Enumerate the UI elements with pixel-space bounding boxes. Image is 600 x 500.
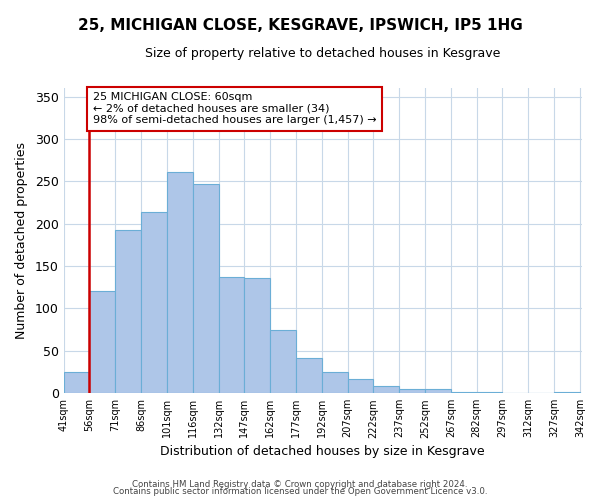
- Bar: [89, 292, 115, 393]
- Bar: [64, 372, 89, 393]
- X-axis label: Distribution of detached houses by size in Kesgrave: Distribution of detached houses by size …: [160, 444, 485, 458]
- Bar: [373, 386, 399, 393]
- Bar: [347, 379, 373, 393]
- Title: Size of property relative to detached houses in Kesgrave: Size of property relative to detached ho…: [145, 48, 500, 60]
- Y-axis label: Number of detached properties: Number of detached properties: [15, 142, 28, 339]
- Bar: [193, 184, 218, 393]
- Text: Contains public sector information licensed under the Open Government Licence v3: Contains public sector information licen…: [113, 487, 487, 496]
- Bar: [425, 389, 451, 393]
- Bar: [476, 392, 502, 393]
- Bar: [322, 372, 347, 393]
- Bar: [167, 172, 193, 393]
- Bar: [141, 212, 167, 393]
- Bar: [244, 278, 270, 393]
- Text: 25, MICHIGAN CLOSE, KESGRAVE, IPSWICH, IP5 1HG: 25, MICHIGAN CLOSE, KESGRAVE, IPSWICH, I…: [77, 18, 523, 32]
- Bar: [218, 277, 244, 393]
- Bar: [296, 358, 322, 393]
- Bar: [554, 392, 580, 393]
- Bar: [451, 392, 476, 393]
- Text: Contains HM Land Registry data © Crown copyright and database right 2024.: Contains HM Land Registry data © Crown c…: [132, 480, 468, 489]
- Text: 25 MICHIGAN CLOSE: 60sqm
← 2% of detached houses are smaller (34)
98% of semi-de: 25 MICHIGAN CLOSE: 60sqm ← 2% of detache…: [93, 92, 377, 126]
- Bar: [399, 389, 425, 393]
- Bar: [270, 330, 296, 393]
- Bar: [115, 230, 141, 393]
